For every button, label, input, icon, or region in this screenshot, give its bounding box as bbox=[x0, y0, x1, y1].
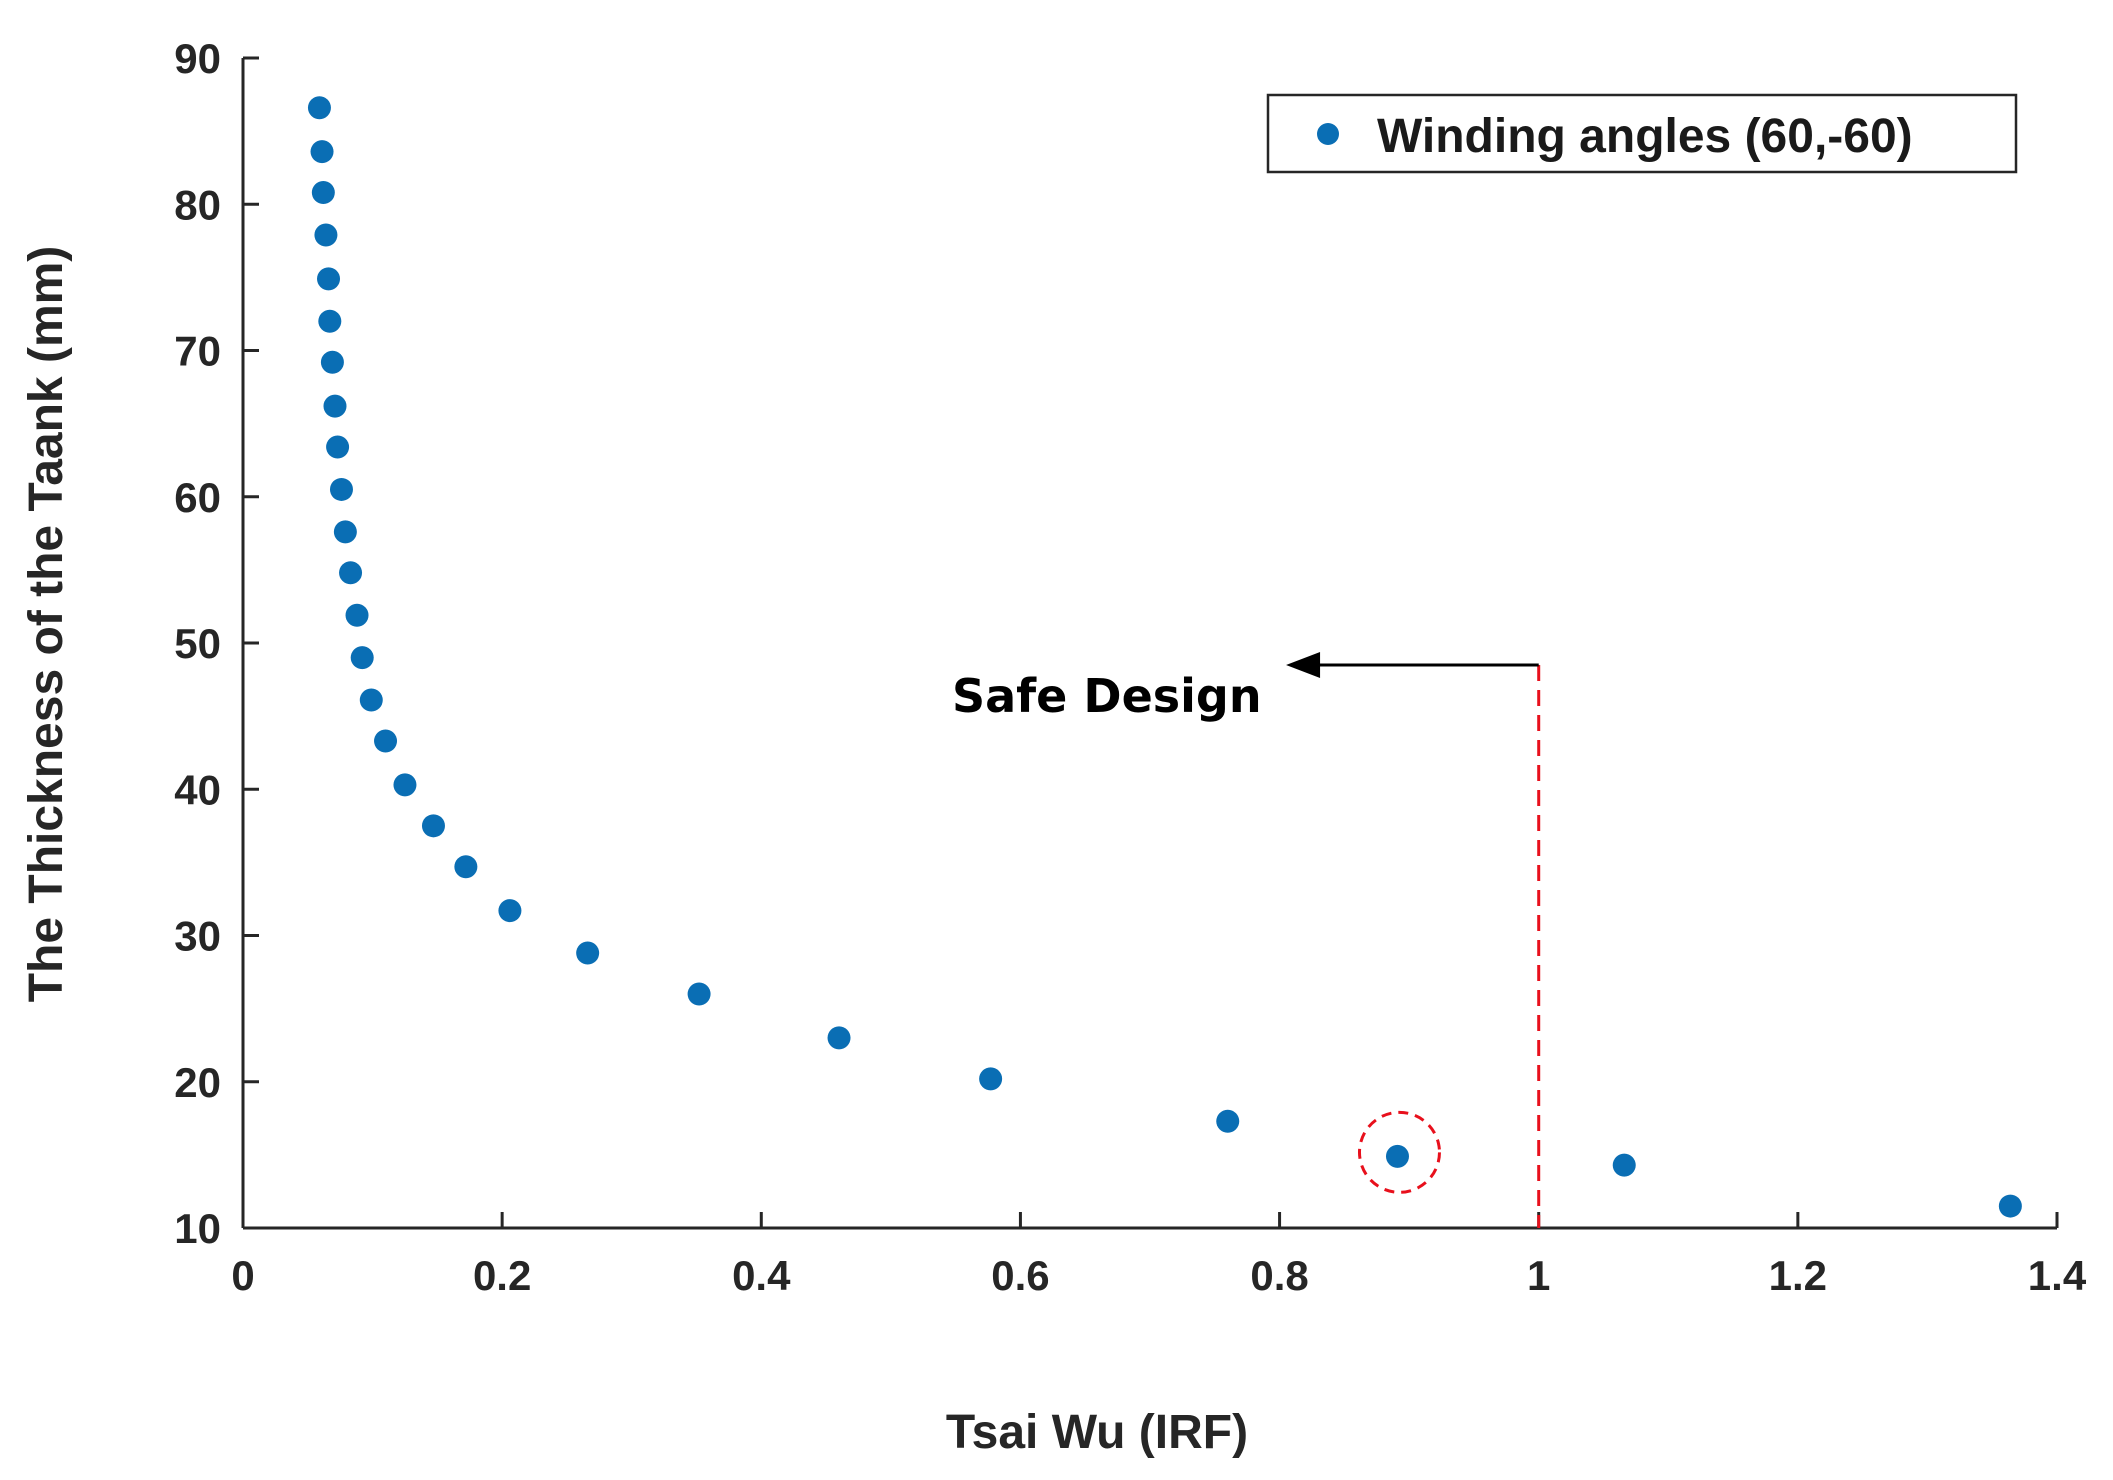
data-point bbox=[1998, 1194, 2022, 1218]
data-point bbox=[576, 941, 600, 965]
y-tick-label: 20 bbox=[174, 1059, 221, 1106]
legend-label: Winding angles (60,-60) bbox=[1377, 110, 1913, 163]
data-point bbox=[1216, 1109, 1240, 1133]
data-point bbox=[329, 477, 353, 501]
data-point bbox=[421, 814, 445, 838]
threshold-line-group bbox=[1286, 651, 1541, 1228]
highlight-circle bbox=[1357, 1110, 1441, 1194]
y-tick-label: 40 bbox=[174, 766, 221, 813]
safe-design-annotation: Safe Design bbox=[952, 669, 1262, 723]
y-tick-label: 60 bbox=[174, 474, 221, 521]
y-tick-label: 10 bbox=[174, 1205, 221, 1252]
legend-box bbox=[1266, 93, 2018, 174]
x-tick-label: 1 bbox=[1527, 1252, 1550, 1299]
data-point bbox=[350, 646, 374, 670]
safe-design-label: Safe Design bbox=[952, 669, 1262, 723]
x-tick-label: 0.4 bbox=[732, 1252, 791, 1299]
data-point bbox=[979, 1067, 1003, 1091]
data-point bbox=[687, 982, 711, 1006]
data-points bbox=[307, 96, 2022, 1218]
data-point bbox=[498, 899, 522, 923]
data-point bbox=[1385, 1144, 1409, 1168]
y-axis-ticks: 10 20 30 40 50 60 70 80 90 bbox=[174, 35, 259, 1252]
data-point bbox=[393, 773, 417, 797]
y-axis-title: The Thickness of the Taank (mm) bbox=[20, 246, 73, 1003]
x-tick-label: 0 bbox=[231, 1252, 254, 1299]
highlight-circle-group bbox=[1357, 1110, 1441, 1194]
data-point bbox=[454, 855, 478, 879]
y-tick-label: 30 bbox=[174, 913, 221, 960]
legend-marker bbox=[1317, 123, 1339, 145]
data-point bbox=[326, 435, 350, 459]
data-point bbox=[339, 561, 363, 585]
data-point bbox=[374, 729, 398, 753]
x-axis-ticks: 0 0.2 0.4 0.6 0.8 1 1.2 1.4 bbox=[231, 1212, 2087, 1299]
data-point bbox=[307, 96, 331, 120]
legend: Winding angles (60,-60) bbox=[1266, 93, 2018, 174]
data-point bbox=[333, 520, 357, 544]
x-axis-title: Tsai Wu (IRF) bbox=[946, 1406, 1248, 1459]
data-point bbox=[345, 603, 369, 627]
data-point bbox=[323, 394, 347, 418]
data-point bbox=[1612, 1153, 1636, 1177]
y-tick-label: 70 bbox=[174, 328, 221, 375]
axes bbox=[241, 58, 2057, 1230]
y-tick-label: 90 bbox=[174, 35, 221, 82]
safe-design-arrowhead bbox=[1286, 651, 1321, 678]
y-tick-label: 50 bbox=[174, 620, 221, 667]
y-tick-label: 80 bbox=[174, 181, 221, 228]
x-tick-label: 0.8 bbox=[1250, 1252, 1308, 1299]
data-point bbox=[311, 181, 335, 205]
data-point bbox=[359, 688, 383, 712]
data-point bbox=[320, 350, 344, 374]
x-tick-label: 1.2 bbox=[1769, 1252, 1827, 1299]
data-point bbox=[314, 223, 338, 247]
data-point bbox=[827, 1026, 851, 1050]
x-tick-label: 1.4 bbox=[2028, 1252, 2087, 1299]
x-tick-label: 0.2 bbox=[473, 1252, 531, 1299]
data-point bbox=[317, 267, 341, 291]
data-point bbox=[318, 309, 342, 333]
data-point bbox=[310, 140, 334, 164]
x-tick-label: 0.6 bbox=[991, 1252, 1049, 1299]
